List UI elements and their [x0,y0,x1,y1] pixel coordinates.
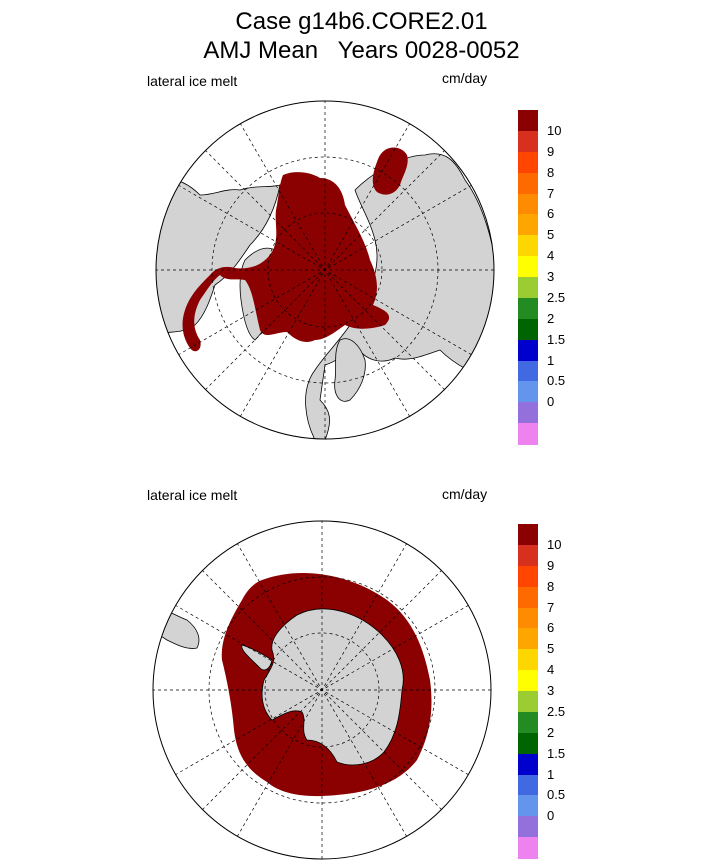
colorbar-tick-label: 5 [547,641,555,657]
colorbar-swatch [518,193,538,215]
colorbar-swatch [518,753,538,775]
ice-melt-arctic [182,172,390,352]
colorbar-swatch [518,565,538,588]
colorbar-swatch [518,544,538,567]
colorbar-swatch [518,339,538,361]
colorbar-tick-label: 2 [547,310,555,326]
colorbar-tick-label: 0 [547,808,555,824]
title-line-1: Case g14b6.CORE2.01 [235,8,488,35]
colorbar-swatch [518,297,538,320]
colorbar-swatch [518,360,538,382]
colorbar-swatch [518,691,538,713]
colorbar-swatch [518,172,538,194]
colorbar-tick-label: 7 [547,185,555,201]
title-line-2: AMJ Mean Years 0028-0052 [203,37,520,64]
colorbar-tick-label: 4 [547,662,555,678]
colorbar-tick-label: 1 [547,766,555,782]
colorbar-tick-label: 5 [547,227,555,243]
colorbar-swatch [518,277,538,299]
colorbar-tick-label: 10 [547,122,562,138]
colorbar-swatch [518,670,538,692]
colorbar-tick-label: 3 [547,683,555,698]
land-antarctic-peninsula [241,644,273,671]
colorbar-swatch [518,774,538,796]
colorbar-swatch [518,110,538,132]
colorbar-tick-label: 3 [547,269,555,284]
colorbar-tick-label: 2 [547,724,555,740]
colorbar-tick-label: 2.5 [547,289,566,305]
colorbar-swatch [518,130,538,153]
land-scandinavia [334,338,366,402]
colorbar-tick-label: 6 [547,206,555,222]
colorbar-tick-label: 6 [547,620,555,636]
colorbar-swatch [518,795,538,817]
colorbar-2 [518,524,538,859]
colorbar-tick-label: 7 [547,599,555,615]
colorbar-tick-label: 8 [547,578,555,594]
colorbar-tick-label: 10 [547,536,562,552]
colorbar-swatch [518,607,538,629]
colorbar-swatch [518,151,538,174]
colorbar-swatch [518,214,538,236]
arctic-polar-map [155,100,495,440]
colorbar-tick-label: 0.5 [547,373,566,389]
colorbar-tick-label: 1 [547,352,555,368]
panel2-units-label: cm/day [442,486,488,502]
panel1-field-label: lateral ice melt [147,73,238,89]
ice-melt-barents [372,147,408,195]
colorbar-swatch [518,423,538,445]
colorbar-tick-label: 2.5 [547,703,566,719]
colorbar-swatch [518,732,538,755]
colorbar-swatch [518,711,538,734]
colorbar-swatch [518,256,538,278]
colorbar-swatch [518,381,538,403]
colorbar-tick-label: 8 [547,164,555,180]
panel1-units-label: cm/day [442,70,488,86]
colorbar-swatch [518,816,538,838]
panel2-field-label: lateral ice melt [147,487,238,503]
colorbar-swatch [518,586,538,608]
colorbar-swatch [518,628,538,650]
colorbar-swatch [518,235,538,257]
colorbar-tick-label: 4 [547,248,555,264]
colorbar-tick-label: 1.5 [547,331,566,347]
colorbar-swatch [518,649,538,671]
colorbar-tick-label: 1.5 [547,745,566,761]
antarctic-polar-map [152,520,492,860]
colorbar-tick-label: 0.5 [547,787,566,803]
colorbar-swatch [518,837,538,859]
colorbar-swatch [518,318,538,341]
colorbar-tick-label: 9 [547,557,555,573]
colorbar-swatch [518,402,538,424]
colorbar-1 [518,110,538,445]
colorbar-tick-label: 0 [547,394,555,410]
land-north-america [156,178,281,336]
colorbar-swatch [518,524,538,546]
colorbar-tick-label: 9 [547,143,555,159]
